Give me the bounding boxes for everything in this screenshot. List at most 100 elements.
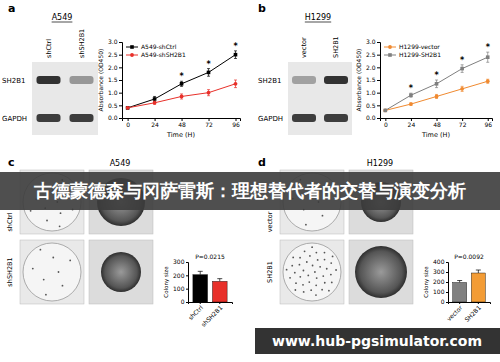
axis: 0100200300400: [433, 258, 448, 305]
tick-label: 0: [126, 121, 130, 128]
tick: 300: [433, 268, 448, 275]
tick: 72: [205, 118, 213, 128]
tick-label: 2.5: [108, 51, 118, 58]
tick-label: 0.0: [366, 114, 376, 121]
tick-mark: [119, 118, 122, 119]
tick-mark: [186, 289, 188, 290]
sphere: [355, 246, 407, 298]
point: [383, 109, 387, 113]
tick-label: 72: [205, 121, 213, 128]
tick-label: 0: [441, 298, 445, 305]
colony-dot: [286, 269, 288, 271]
bar: [193, 275, 208, 302]
legend-label: A549-shSH2B1: [141, 51, 186, 58]
point: [126, 106, 130, 110]
colony-dot: [321, 289, 323, 291]
error-bar: [486, 79, 489, 83]
tick: 96: [484, 118, 492, 128]
axis: 024487296: [381, 118, 493, 128]
plot-marks: [193, 271, 227, 302]
underline: [52, 22, 73, 23]
panel-title: H1299: [305, 13, 331, 22]
tick: 96: [232, 118, 240, 128]
error-bar: [234, 51, 237, 59]
tick: 2.5: [108, 51, 122, 58]
colony-dot: [59, 225, 61, 227]
colony-dot: [331, 281, 333, 283]
error-bar: [486, 52, 489, 62]
legend-label: H1299-SH2B1: [399, 51, 441, 58]
tick: 48: [433, 118, 441, 128]
band: [324, 114, 348, 122]
lane-label: vector: [300, 37, 308, 58]
colony-dot: [58, 271, 60, 273]
colony-dot: [324, 282, 326, 284]
axis-line: [449, 303, 491, 305]
tick: 1.5: [108, 76, 122, 83]
tick-mark: [119, 55, 122, 56]
row-label: SH2B1: [266, 261, 274, 283]
axis-line: [119, 43, 123, 119]
tick: 100: [173, 285, 188, 292]
tick-mark: [377, 42, 380, 43]
tick: 24: [408, 118, 416, 128]
annotation: *: [179, 72, 184, 81]
point: [486, 79, 490, 83]
tick-mark: [446, 302, 448, 303]
colony-dot: [312, 265, 314, 267]
tick-mark: [119, 67, 122, 68]
band: [324, 76, 348, 84]
band: [37, 114, 61, 122]
tick: 24: [151, 118, 159, 128]
plot-marks: [126, 51, 238, 110]
error-bar: [435, 94, 438, 98]
colony-dot: [60, 212, 62, 214]
series-line: [128, 55, 236, 108]
panel-title: A549: [52, 13, 73, 22]
error-bar: [234, 80, 237, 88]
tick-label: 48: [433, 121, 441, 128]
tick-mark: [478, 302, 479, 304]
legend: H1299-vectorH1299-SH2B1: [384, 43, 441, 58]
annotation: *: [233, 42, 238, 51]
colony-dot: [302, 284, 304, 286]
tick: SH2B1: [463, 302, 482, 323]
tick-label: 24: [408, 121, 416, 128]
colony-dot: [291, 265, 293, 267]
banner-title: 古德蒙德森与冈萨雷斯：理想替代者的交替与演变分析: [33, 180, 466, 201]
annotation: *: [460, 56, 465, 65]
colony-dot: [316, 277, 318, 279]
colony-dot: [322, 275, 324, 277]
point: [180, 82, 184, 86]
tick: 1.0: [108, 89, 122, 96]
colony-dot: [294, 272, 296, 274]
row-label: GAPDH: [258, 115, 283, 123]
tick-mark: [119, 93, 122, 94]
tick: 3.0: [366, 38, 380, 45]
colony-dot: [330, 262, 332, 264]
legend-marker: [130, 45, 134, 49]
plate-image: [280, 240, 344, 304]
axis: vectorSH2B1: [445, 302, 490, 323]
watermark-text: www.hub-pgsimulator.com: [272, 333, 482, 349]
bar: [471, 273, 485, 302]
band: [37, 76, 61, 84]
lane-label: shSH2B1: [78, 29, 86, 58]
plate-well: [23, 243, 81, 301]
point: [207, 71, 211, 75]
axis-title: Time (H): [421, 131, 450, 139]
tick: 48: [178, 118, 186, 128]
axis-title: Colony size: [423, 266, 430, 298]
tick-label: 0.0: [108, 114, 118, 121]
bar-chart: shCtrlshSH2B10100200300Colony sizeP=0.02…: [163, 253, 233, 328]
band: [70, 114, 94, 122]
tick-label: 0.5: [366, 102, 376, 109]
line-chart: 0244872960.00.51.01.52.02.53.0Time (H)Ab…: [355, 38, 493, 139]
tick: 72: [459, 118, 467, 128]
tick-label: 3.0: [366, 38, 376, 45]
tick-label: 300: [433, 268, 445, 275]
bar: [212, 281, 227, 302]
tick-mark: [377, 55, 380, 56]
watermark-background: [255, 328, 500, 354]
band: [292, 76, 316, 84]
